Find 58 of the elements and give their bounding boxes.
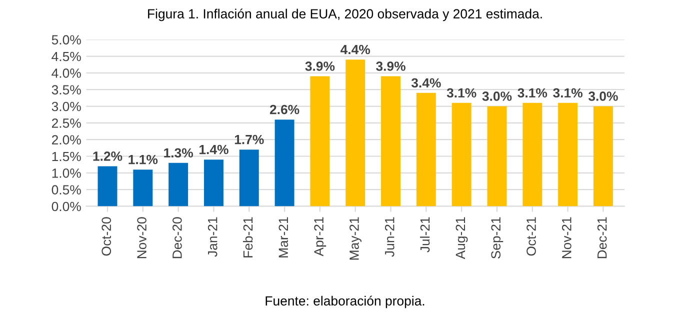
- data-label: 3.9%: [376, 62, 406, 71]
- data-label: 4.4%: [340, 44, 370, 54]
- bar: [452, 102, 472, 206]
- bar: [133, 170, 153, 206]
- bar: [204, 160, 224, 206]
- y-tick-label: 0.0%: [52, 202, 81, 212]
- y-tick-label: 5.0%: [52, 35, 81, 45]
- y-tick-label: 2.5%: [52, 118, 81, 128]
- data-label: 1.3%: [164, 148, 193, 158]
- bar: [522, 102, 542, 206]
- x-tick-label: Dec-20: [172, 217, 182, 258]
- data-label: 2.6%: [270, 104, 300, 114]
- data-label: 1.4%: [200, 144, 228, 154]
- data-label: 3.1%: [553, 88, 582, 98]
- data-label: 3.9%: [305, 62, 335, 71]
- x-tick-label: Jul-21: [420, 217, 430, 252]
- x-tick-label: Sep-21: [491, 217, 504, 259]
- x-tick-label: Jan-21: [208, 217, 218, 257]
- bar: [346, 60, 366, 206]
- chart-title: Figura 1. Inflación anual de EUA, 2020 observada y 2021 estimada.: [148, 8, 542, 22]
- x-tick-label: Dec-21: [597, 217, 607, 258]
- x-tick-label: Aug-21: [456, 217, 468, 260]
- bar: [310, 76, 330, 206]
- bar: [593, 106, 613, 206]
- data-label: 1.1%: [128, 154, 158, 164]
- bar: [381, 76, 400, 206]
- source-note: Fuente: elaboración propia.: [266, 296, 424, 308]
- y-tick-label: 4.0%: [52, 68, 81, 78]
- y-tick-label: 3.5%: [52, 85, 81, 95]
- y-tick-label: 2.0%: [52, 135, 81, 144]
- bar: [558, 102, 578, 206]
- y-tick-label: 0.5%: [52, 185, 81, 194]
- y-tick-label: 1.5%: [52, 152, 81, 162]
- bar: [239, 150, 259, 206]
- x-tick-label: Feb-21: [242, 217, 253, 258]
- data-label: 1.7%: [234, 134, 264, 144]
- bar: [98, 166, 118, 206]
- bar: [416, 92, 436, 206]
- data-label: 3.1%: [518, 88, 548, 98]
- x-tick-label: Nov-20: [137, 217, 146, 258]
- y-tick-label: 3.0%: [52, 102, 81, 112]
- bar: [274, 120, 294, 206]
- x-tick-label: Apr-21: [314, 217, 326, 256]
- data-label: 3.4%: [411, 78, 441, 88]
- x-tick-label: May-21: [350, 217, 362, 260]
- x-tick-label: Nov-21: [562, 217, 572, 258]
- x-tick-label: Oct-21: [526, 217, 536, 256]
- bar: [168, 162, 188, 206]
- y-tick-label: 4.5%: [52, 52, 81, 62]
- data-label: 3.1%: [446, 88, 476, 98]
- bar: [487, 106, 507, 206]
- x-tick-label: Mar-21: [278, 217, 288, 258]
- data-label: 3.0%: [588, 92, 618, 101]
- x-tick-label: Jun-21: [384, 217, 394, 257]
- data-label: 3.0%: [482, 92, 512, 101]
- y-tick-label: 1.0%: [52, 168, 81, 178]
- x-tick-label: Oct-20: [102, 217, 112, 256]
- data-label: 1.2%: [93, 152, 122, 161]
